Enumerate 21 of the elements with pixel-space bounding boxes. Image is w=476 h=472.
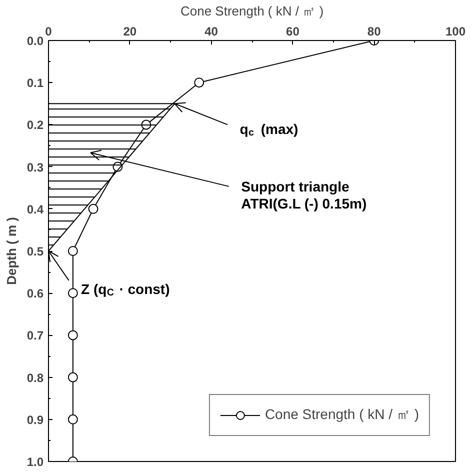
y-tick-label: 0.3 xyxy=(26,160,44,174)
x-tick-label: 20 xyxy=(123,24,137,38)
legend-label: Cone Strength ( kN / ㎡ ) xyxy=(264,406,419,424)
y-axis-title: Depth ( m ) xyxy=(4,217,19,285)
y-tick-label: 0.6 xyxy=(26,286,44,301)
x-axis-title: Cone Strength ( kN / ㎡ ) xyxy=(180,4,324,18)
y-tick-label: 0.8 xyxy=(26,370,44,385)
y-tick-label: 0.2 xyxy=(26,118,44,132)
y-tick-label: 0.7 xyxy=(26,328,44,343)
y-tick-label: 0.5 xyxy=(26,244,44,258)
x-tick-label: 80 xyxy=(367,24,382,38)
x-tick-label: 100 xyxy=(445,24,466,38)
x-tick-label: 40 xyxy=(204,24,218,38)
y-tick-label: 1.0 xyxy=(26,455,44,469)
y-tick-label: 0.0 xyxy=(26,34,44,48)
y-tick-label: 0.9 xyxy=(26,412,44,427)
y-tick-label: 0.4 xyxy=(26,202,44,216)
y-tick-label: 0.1 xyxy=(26,76,44,90)
x-tick-label: 60 xyxy=(286,24,300,38)
x-tick-label: 0 xyxy=(45,24,52,38)
annotation: Support triangle ATRI(G.L (-) 0.15m) xyxy=(241,178,367,212)
